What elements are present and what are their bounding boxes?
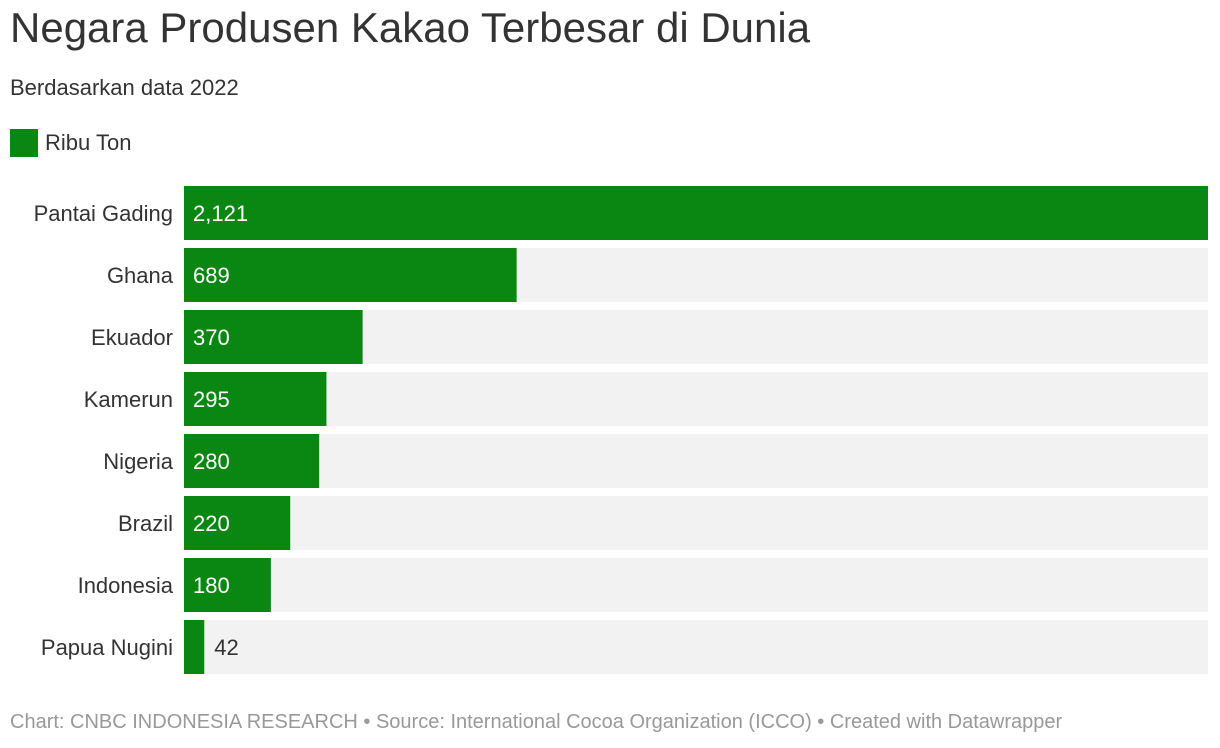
bar: [184, 372, 327, 426]
bar: [184, 620, 205, 674]
bar: [184, 310, 363, 364]
legend-label: Ribu Ton: [45, 130, 132, 155]
chart-footer: Chart: CNBC INDONESIA RESEARCH • Source:…: [10, 711, 1063, 733]
value-label: 295: [193, 387, 230, 412]
category-label: Indonesia: [78, 573, 174, 598]
bar-track: [184, 372, 1208, 426]
bar: [184, 248, 517, 302]
value-label: 42: [214, 635, 238, 660]
bar: [184, 186, 1208, 240]
bar-track: [184, 558, 1208, 612]
bar: [184, 434, 320, 488]
chart-subtitle: Berdasarkan data 2022: [10, 75, 239, 100]
category-label: Pantai Gading: [34, 201, 173, 226]
value-label: 689: [193, 263, 230, 288]
bar-chart: Pantai Gading 2,121 Ghana 689 Ekuador 370 Kame…: [34, 186, 1208, 674]
category-label: Brazil: [118, 511, 173, 536]
category-label: Papua Nugini: [41, 635, 173, 660]
category-label: Ekuador: [91, 325, 173, 350]
category-label: Nigeria: [103, 449, 173, 474]
bar: [184, 496, 291, 550]
value-label: 220: [193, 511, 230, 536]
value-label: 180: [193, 573, 230, 598]
bar-track: [184, 434, 1208, 488]
bar-track: [184, 620, 1208, 674]
value-label: 2,121: [193, 201, 248, 226]
bar: [184, 558, 271, 612]
legend-swatch: [10, 129, 38, 157]
category-label: Ghana: [107, 263, 174, 288]
bar-track: [184, 496, 1208, 550]
value-label: 280: [193, 449, 230, 474]
chart-title: Negara Produsen Kakao Terbesar di Dunia: [10, 4, 811, 51]
value-label: 370: [193, 325, 230, 350]
category-label: Kamerun: [84, 387, 173, 412]
legend: Ribu Ton: [10, 128, 131, 158]
